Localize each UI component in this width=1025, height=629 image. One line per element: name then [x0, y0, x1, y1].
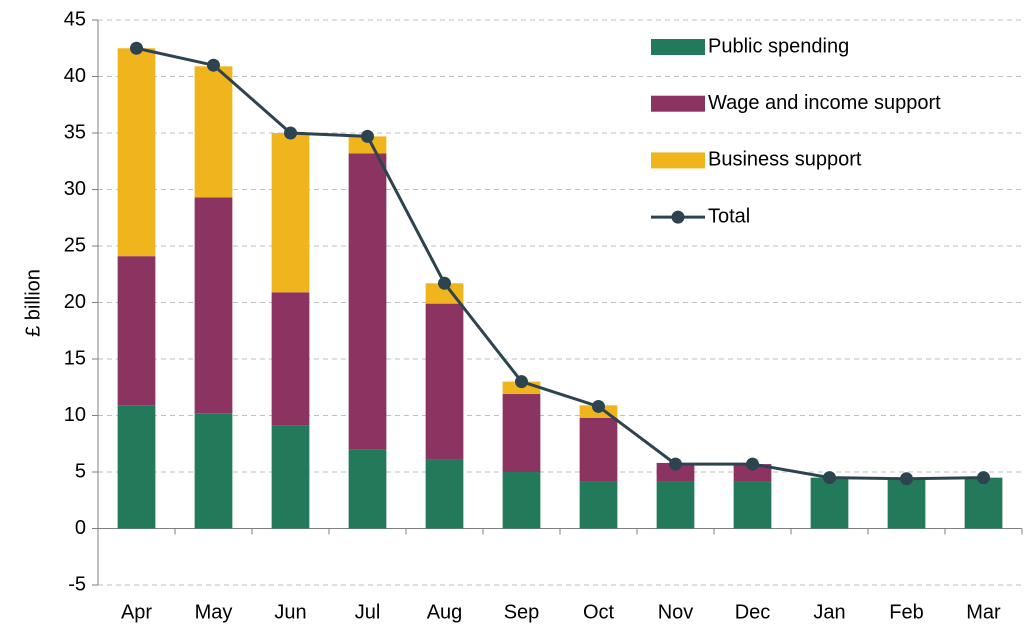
bar	[194, 66, 233, 198]
bar	[579, 481, 618, 529]
bar	[425, 459, 464, 529]
bar	[117, 256, 156, 406]
bar	[502, 394, 541, 472]
total-marker	[207, 58, 220, 72]
total-marker	[669, 457, 682, 471]
x-tick-label: Nov	[658, 601, 694, 623]
y-tick-label: -5	[68, 573, 86, 595]
x-tick-label: Oct	[583, 601, 615, 623]
y-tick-label: 10	[64, 404, 86, 426]
bar	[502, 472, 541, 529]
total-marker	[515, 375, 528, 389]
bar	[887, 478, 926, 529]
x-tick-label: Jun	[274, 601, 306, 623]
bar	[425, 283, 464, 304]
bar	[117, 48, 156, 257]
y-tick-label: 0	[75, 517, 86, 539]
total-line	[136, 46, 984, 481]
legend-swatch	[651, 152, 705, 169]
x-tick-label: May	[195, 601, 233, 623]
x-tick-label: Feb	[889, 601, 923, 623]
legend-label: Wage and income support	[708, 92, 941, 114]
bar	[964, 477, 1003, 529]
legend-marker	[671, 210, 685, 224]
y-tick-label: 35	[64, 121, 86, 143]
total-marker	[361, 129, 374, 143]
bar	[348, 136, 387, 154]
y-tick-label: 40	[64, 65, 86, 87]
legend-swatch	[651, 95, 705, 112]
bar	[579, 417, 618, 482]
total-marker	[284, 126, 297, 140]
bar	[271, 292, 310, 426]
x-tick-label: Aug	[427, 601, 463, 623]
total-marker	[977, 471, 990, 485]
total-marker	[746, 457, 759, 471]
bar	[194, 197, 233, 414]
y-axis-label: £ billion	[22, 269, 44, 337]
y-tick-label: 20	[64, 291, 86, 313]
legend-swatch	[651, 39, 705, 55]
bar	[656, 462, 695, 482]
x-tick-label: Jan	[813, 601, 845, 623]
total-marker	[130, 41, 143, 55]
bar	[810, 477, 849, 529]
bar	[348, 153, 387, 450]
total-marker	[592, 399, 605, 413]
bar	[656, 481, 695, 529]
x-tick-label: Jul	[355, 601, 381, 623]
y-tick-label: 30	[64, 178, 86, 200]
x-tick-label: Mar	[966, 601, 1001, 623]
legend-label: Business support	[708, 149, 862, 171]
bar	[194, 413, 233, 529]
total-marker	[438, 276, 451, 290]
y-tick-label: 45	[64, 8, 86, 30]
y-tick-label: 5	[75, 460, 86, 482]
bar	[733, 481, 772, 529]
x-tick-label: Dec	[735, 601, 771, 623]
bar	[271, 133, 310, 293]
y-tick-label: 15	[64, 347, 86, 369]
bar	[733, 464, 772, 482]
legend-label: Total	[708, 205, 750, 227]
total-marker	[823, 471, 836, 485]
bar	[348, 449, 387, 529]
bar	[271, 425, 310, 529]
bar	[425, 303, 464, 460]
x-tick-label: Sep	[504, 601, 540, 623]
y-tick-label: 25	[64, 234, 86, 256]
bar	[117, 405, 156, 529]
x-tick-label: Apr	[121, 601, 152, 623]
legend-label: Public spending	[708, 35, 849, 57]
total-marker	[900, 472, 913, 486]
